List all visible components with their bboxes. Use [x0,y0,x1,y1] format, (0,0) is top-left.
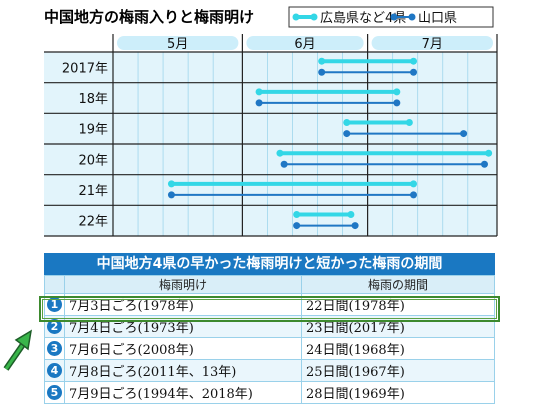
range-start-marker [318,68,326,76]
table-row: 4 7月8日ごろ(2011年、13年) 25日間(1967年) [44,359,495,382]
month-pill [246,36,364,50]
range-end-marker [485,149,493,157]
month-label: 6月 [294,37,315,52]
table-corner [44,275,65,294]
table-row: 1 7月3日ごろ(1978年) 22日間(1978年) [44,293,495,316]
range-end-marker [393,99,401,107]
range-end-marker [347,211,355,219]
month-pill [117,36,239,50]
period-cell: 25日間(1967年) [301,359,495,382]
range-end-marker [410,191,418,199]
records-table: 梅雨明け 梅雨の期間 1 7月3日ごろ(1978年) 22日間(1978年) 2 7月4… [44,275,495,404]
row-label: 21年 [78,184,108,199]
range-end-marker [410,57,418,65]
range-start-marker [343,119,351,127]
range-end-marker [393,88,401,96]
range-start-marker [167,180,175,188]
period-cell: 24日間(1968年) [301,337,495,360]
rank-badge: 2 [47,319,62,334]
grid [44,34,498,237]
table-row: 3 7月6日ごろ(2008年) 24日間(1968年) [44,337,495,360]
rank-badge: 3 [47,341,62,356]
range-end-marker [480,160,488,168]
rank-cell: 5 [44,381,65,404]
bars [167,57,493,230]
table-row: 5 7月9日ごろ(1994年、2018年) 28日間(1969年) [44,381,495,404]
legend-marker [408,13,416,21]
rank-badge: 4 [47,363,62,378]
range-start-marker [318,57,326,65]
legend-marker [390,13,398,21]
table-title: 中国地方4県の早かった梅雨明けと短かった梅雨の期間 [44,253,495,275]
range-end-marker [405,119,413,127]
rank-badge: 5 [47,385,62,400]
range-start-marker [343,130,351,138]
legend: 広島県など4県 山口県 [288,6,494,28]
month-label: 5月 [167,37,188,52]
range-end-marker [410,68,418,76]
row-label: 2017年 [62,61,108,76]
header-end: 梅雨明け [64,275,302,294]
row-label: 22年 [78,215,108,230]
range-end-marker [460,130,468,138]
range-start-marker [276,149,284,157]
row-label: 19年 [78,123,108,138]
chart-svg: 中国地方の梅雨入りと梅雨明け 広島県など4県 山口県 5月 6月 7月 2017年 18… [44,6,498,237]
row-label: 20年 [78,153,108,168]
month-pill [371,36,493,50]
month-label: 7月 [422,37,443,52]
range-start-marker [293,222,301,230]
end-date-cell: 7月8日ごろ(2011年、13年) [64,359,302,382]
header-period: 梅雨の期間 [301,275,495,294]
period-cell: 28日間(1969年) [301,381,495,404]
row-labels: 2017年 18年 19年 20年 21年 22年 [62,61,108,229]
legend-label: 山口県 [418,11,457,26]
range-end-marker [351,222,359,230]
range-start-marker [280,160,288,168]
pointer-arrow-icon [3,329,33,371]
end-date-cell: 7月9日ごろ(1994年、2018年) [64,381,302,404]
range-start-marker [293,211,301,219]
row-label: 18年 [78,92,108,107]
legend-label: 広島県など4県 [320,11,406,26]
chart-title: 中国地方の梅雨入りと梅雨明け [44,8,254,26]
highlight-box-inner [42,299,497,319]
highlight-box [39,296,500,322]
range-start-marker [255,88,263,96]
rank-cell: 3 [44,337,65,360]
range-end-marker [410,180,418,188]
month-headers: 5月 6月 7月 [117,36,493,52]
rank-cell: 4 [44,359,65,382]
range-start-marker [167,191,175,199]
range-start-marker [255,99,263,107]
end-date-cell: 7月6日ごろ(2008年) [64,337,302,360]
rank-badge: 1 [47,297,62,312]
legend-marker [292,13,300,21]
legend-marker [310,13,318,21]
